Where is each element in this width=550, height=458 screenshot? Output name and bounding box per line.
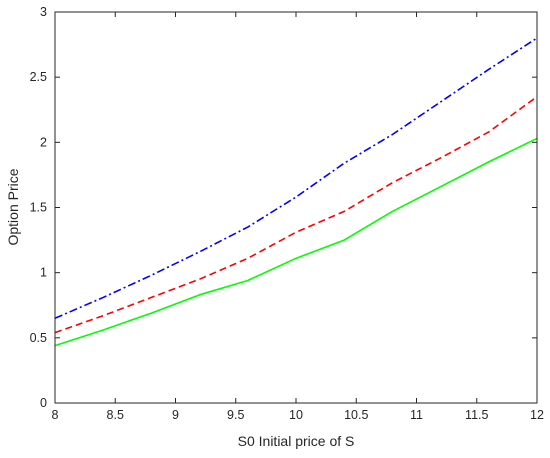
axes-box	[54, 11, 538, 404]
x-tick-label: 9	[172, 408, 179, 422]
y-tick-label: 0	[40, 396, 47, 410]
x-tick-label: 10	[289, 408, 303, 422]
x-tick-label: 8.5	[107, 408, 124, 422]
x-tick-label: 11.5	[465, 408, 488, 422]
series-line-1	[54, 37, 538, 320]
y-tick-label: 0.5	[30, 331, 47, 345]
y-tick-label: 2.5	[30, 70, 47, 84]
y-tick-label: 3	[40, 5, 47, 19]
y-tick-label: 1	[40, 266, 47, 280]
series-line-3	[54, 137, 538, 347]
series-line-2	[54, 96, 538, 334]
x-tick-label: 12	[530, 408, 544, 422]
ticks-layer	[54, 11, 538, 404]
plot-area	[55, 12, 537, 403]
series-layer	[54, 37, 538, 347]
y-tick-label: 2	[40, 135, 47, 149]
x-tick-label: 10.5	[344, 408, 368, 422]
y-tick-label: 1.5	[30, 201, 47, 215]
x-tick-label: 9.5	[227, 408, 244, 422]
x-axis-label: S0 Initial price of S	[238, 433, 355, 449]
x-tick-label: 11	[410, 408, 423, 422]
y-axis-label: Option Price	[5, 168, 21, 245]
x-tick-label: 8	[52, 408, 59, 422]
